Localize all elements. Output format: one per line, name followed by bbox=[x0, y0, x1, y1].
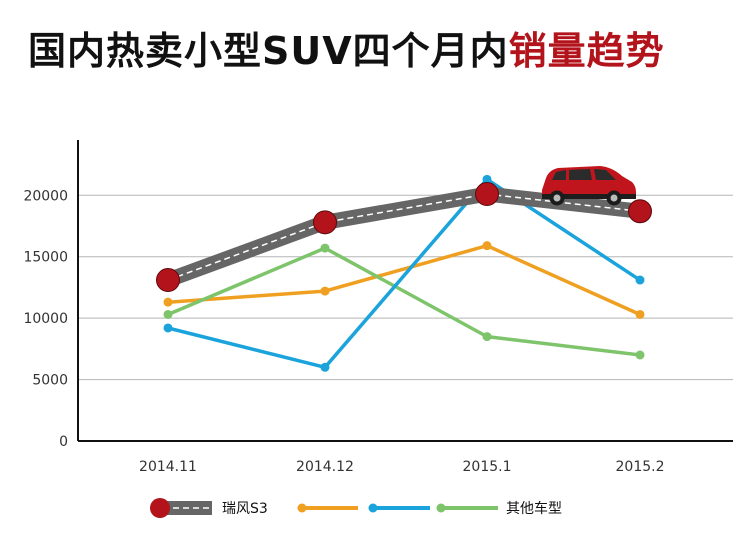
data-point-ruifeng bbox=[475, 182, 499, 207]
series-line-green bbox=[167, 246, 641, 357]
data-point-blue bbox=[482, 174, 492, 184]
legend-label-ruifeng: 瑞风S3 bbox=[222, 501, 268, 517]
y-tick-label: 10000 bbox=[23, 311, 68, 327]
y-tick-label: 5000 bbox=[32, 373, 68, 389]
data-point-ruifeng bbox=[313, 210, 337, 235]
x-tick-label: 2014.12 bbox=[296, 459, 354, 475]
data-point-ruifeng bbox=[628, 199, 652, 224]
series-line-ruifeng-dash bbox=[167, 193, 641, 281]
legend: 瑞风S3 其他车型 bbox=[150, 498, 562, 518]
data-point-orange bbox=[635, 309, 645, 319]
chart-title-main: 国内热卖小型SUV四个月内 bbox=[28, 29, 509, 73]
chart-title-highlight: 销量趋势 bbox=[508, 29, 665, 73]
data-point-orange bbox=[163, 297, 173, 307]
data-point-ruifeng bbox=[156, 268, 180, 293]
data-point-green bbox=[482, 332, 492, 342]
x-tick-label: 2015.1 bbox=[463, 459, 512, 475]
y-tick-label: 15000 bbox=[23, 250, 68, 266]
legend-label-green: 其他车型 bbox=[506, 500, 562, 517]
series-line-blue bbox=[167, 177, 641, 370]
axis-layer: 0 5000 10000 15000 20000 2014.11 2014.12 2015.1… bbox=[23, 140, 733, 475]
data-point-blue bbox=[320, 362, 330, 372]
car-icon bbox=[542, 166, 636, 206]
data-point-orange bbox=[482, 241, 492, 251]
legend-marker-blue bbox=[368, 503, 378, 513]
legend-marker-orange bbox=[297, 503, 307, 513]
x-tick-label: 2015.2 bbox=[616, 459, 665, 475]
data-point-green bbox=[163, 309, 173, 319]
x-tick-label: 2014.11 bbox=[139, 459, 197, 475]
y-tick-label: 0 bbox=[59, 434, 68, 450]
series-line-orange bbox=[167, 243, 641, 317]
chart-title: 国内热卖小型SUV四个月内销量趋势 bbox=[28, 20, 665, 75]
series-layer bbox=[156, 174, 652, 372]
legend-marker-green bbox=[436, 503, 446, 513]
data-point-orange bbox=[320, 286, 330, 296]
data-point-blue bbox=[635, 275, 645, 285]
y-tick-label: 20000 bbox=[23, 188, 68, 204]
data-point-blue bbox=[163, 323, 173, 333]
data-point-green bbox=[635, 350, 645, 360]
legend-marker-ruifeng bbox=[150, 498, 170, 518]
data-point-green bbox=[320, 243, 330, 253]
